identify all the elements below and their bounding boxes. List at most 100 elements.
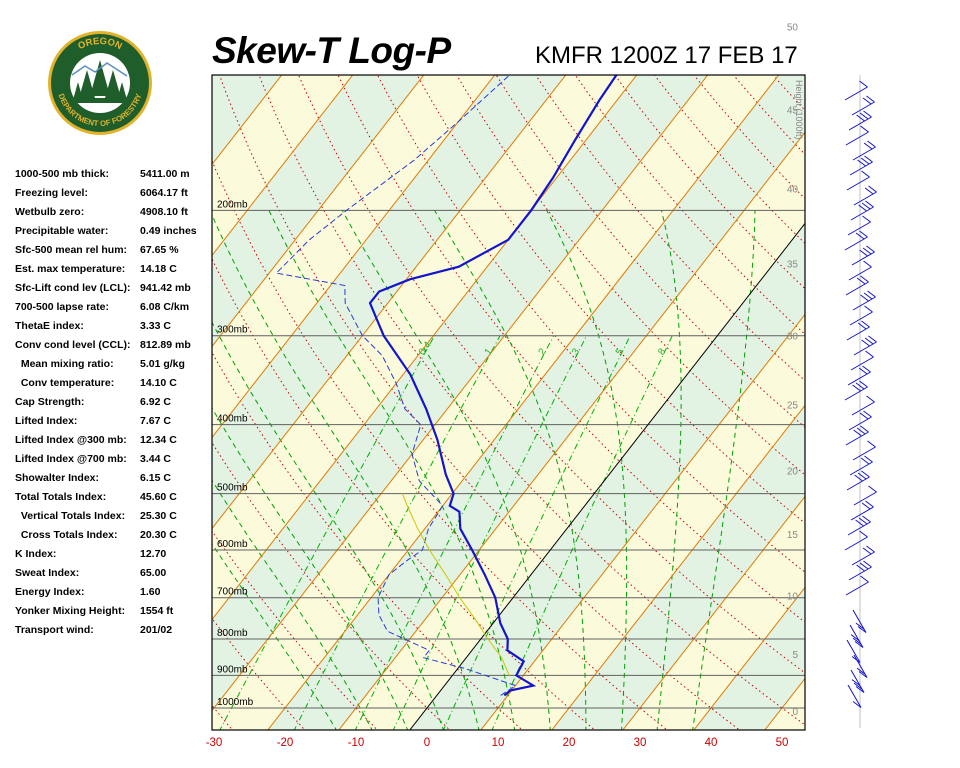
wind-barb-flag: [864, 455, 873, 463]
index-row: Energy Index: 1.60: [15, 586, 215, 605]
moist-adiabat: [656, 210, 682, 730]
index-label: Freezing level:: [15, 187, 88, 199]
height-tick-label: 30: [787, 332, 799, 343]
x-tick-label: 20: [563, 737, 576, 749]
wind-barb-flag: [860, 275, 869, 283]
wind-barb: [853, 335, 877, 356]
index-label: Cross Totals Index:: [15, 529, 118, 541]
wind-barb-flag: [859, 380, 868, 388]
wind-barb-flag: [859, 80, 868, 88]
index-value: 3.33 C: [140, 320, 171, 332]
wind-barb-flag: [860, 575, 869, 583]
dry-adiabat: [212, 530, 378, 730]
wind-barb-flag: [861, 170, 870, 178]
wind-barb-flag: [852, 384, 861, 392]
wind-barb: [846, 639, 861, 663]
isotherm-line: [212, 75, 709, 712]
height-tick-label: 0: [792, 707, 798, 718]
index-value: 0.49 inches: [140, 225, 197, 237]
height-tick-label: 35: [787, 260, 799, 271]
wind-barb-flag: [860, 425, 869, 433]
isotherm-line: [551, 404, 805, 730]
wind-barb-flag: [859, 249, 868, 257]
index-value: 14.10 C: [140, 377, 177, 389]
x-tick-label: 50: [776, 737, 789, 749]
height-tick-label: 45: [787, 105, 799, 116]
wind-barb: [852, 140, 876, 161]
index-row: Cap Strength: 6.92 C: [15, 396, 215, 415]
wind-barb: [851, 545, 875, 566]
wind-barb-flag: [864, 187, 874, 195]
wind-barb-flag: [857, 626, 867, 633]
height-axis: Height (1000ft) 0 5 10 15 20 25 30 35 40 45 50: [787, 22, 804, 718]
index-value: 941.42 mb: [140, 282, 191, 294]
index-value: 20.30 C: [140, 529, 177, 541]
index-row: Sweat Index: 65.00: [15, 567, 215, 586]
dry-adiabat: [297, 75, 805, 674]
index-value: 12.70: [140, 548, 167, 560]
wind-barb-flag: [867, 290, 876, 298]
wind-barb: [845, 575, 869, 596]
isotherm-line: [212, 75, 283, 166]
wind-barb: [849, 624, 864, 648]
wind-barb-flag: [850, 634, 860, 641]
wind-barb-flag: [854, 474, 863, 482]
wind-barb: [848, 410, 872, 431]
moist-adiabats: [212, 210, 756, 730]
wind-barb-flag: [863, 292, 873, 300]
wind-barb-flag: [862, 365, 871, 373]
index-label: Transport wind:: [15, 624, 94, 636]
wind-barb-flag: [868, 185, 877, 193]
x-tick-label: 40: [705, 737, 718, 749]
index-label: Showalter Index:: [15, 472, 100, 484]
station-time: KMFR 1200Z 17 FEB 17: [535, 42, 798, 69]
wind-barb-flag: [863, 110, 872, 118]
mixing-ratio-lines: [219, 335, 673, 730]
wind-barb: [845, 125, 869, 146]
height-axis-label: Height (1000ft): [794, 80, 804, 140]
wind-barb-flag: [866, 545, 875, 553]
dry-adiabat: [212, 159, 668, 730]
wind-barb-flag: [861, 339, 870, 347]
index-value: 45.60 C: [140, 491, 177, 503]
height-tick-label: 50: [787, 22, 799, 33]
wind-barb-flag: [858, 517, 868, 525]
zero-isotherm-line: [409, 222, 805, 730]
wind-barb-staff: [851, 401, 875, 416]
index-label: 1000-500 mb thick:: [15, 168, 109, 180]
pressure-label: 1000mb: [217, 697, 254, 708]
wind-barb-flag: [858, 367, 868, 375]
wind-barb-flag: [864, 155, 873, 163]
wind-barb: [850, 350, 874, 371]
x-tick-label: -30: [206, 737, 223, 749]
index-row: Precipitable water: 0.49 inches: [15, 225, 215, 244]
index-row: Sfc-Lift cond lev (LCL): 941.42 mb: [15, 282, 215, 301]
wind-barb-flag: [863, 410, 872, 418]
height-tick-label: 20: [787, 467, 799, 478]
index-label: Cap Strength:: [15, 396, 85, 408]
chart-title: Skew-T Log-P: [212, 30, 451, 71]
mixing-ratio-label: 8: [656, 346, 668, 357]
wind-barbs: [844, 75, 877, 728]
wind-barb: [851, 95, 875, 116]
index-row: Lifted Index @700 mb: 3.44 C: [15, 453, 215, 472]
index-label: Vertical Totals Index:: [15, 510, 126, 522]
index-row: Conv cond level (CCL): 812.89 mb: [15, 339, 215, 358]
index-value: 1554 ft: [140, 605, 174, 617]
wind-barb: [845, 425, 869, 446]
wind-barb-flag: [864, 305, 873, 313]
wind-barb: [851, 245, 875, 266]
wind-barb: [849, 455, 873, 476]
wind-barb-flag: [861, 320, 870, 328]
wind-barb: [848, 260, 872, 281]
wind-barb-staff: [848, 266, 872, 281]
x-tick-label: 10: [492, 737, 505, 749]
index-label: Sweat Index:: [15, 567, 80, 579]
wind-barb: [846, 470, 870, 491]
wind-barb-flag: [859, 412, 869, 420]
index-value: 201/02: [140, 624, 173, 636]
mixing-ratio-label: 5: [614, 346, 626, 357]
x-tick-label: 30: [634, 737, 647, 749]
isotherm-line: [338, 131, 805, 730]
